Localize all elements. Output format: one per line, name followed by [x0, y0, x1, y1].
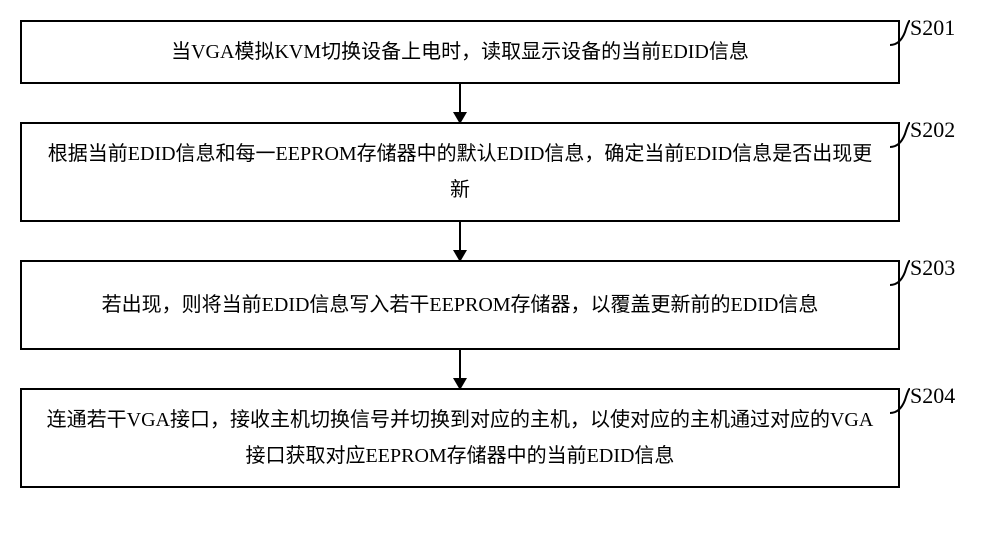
connector-curve-icon — [890, 122, 910, 152]
step-box-3: 若出现，则将当前EDID信息写入若干EEPROM存储器，以覆盖更新前的EDID信… — [20, 260, 900, 350]
step-label-container-2: S202 — [910, 122, 980, 148]
step-label-container-3: S203 — [910, 260, 980, 286]
arrow-down-icon — [459, 222, 461, 260]
step-box-2: 根据当前EDID信息和每一EEPROM存储器中的默认EDID信息，确定当前EDI… — [20, 122, 900, 222]
arrow-container-1 — [20, 84, 980, 122]
arrow-down-icon — [459, 84, 461, 122]
step-label-2: S202 — [910, 117, 955, 143]
arrow-container-2 — [20, 222, 980, 260]
step-label-4: S204 — [910, 383, 955, 409]
step-row-2: 根据当前EDID信息和每一EEPROM存储器中的默认EDID信息，确定当前EDI… — [20, 122, 980, 222]
step-box-4: 连通若干VGA接口，接收主机切换信号并切换到对应的主机，以使对应的主机通过对应的… — [20, 388, 900, 488]
step-box-1: 当VGA模拟KVM切换设备上电时，读取显示设备的当前EDID信息 — [20, 20, 900, 84]
step-text-2: 根据当前EDID信息和每一EEPROM存储器中的默认EDID信息，确定当前EDI… — [42, 136, 878, 208]
step-label-container-1: S201 — [910, 20, 980, 46]
step-label-1: S201 — [910, 15, 955, 41]
step-row-1: 当VGA模拟KVM切换设备上电时，读取显示设备的当前EDID信息 S201 — [20, 20, 980, 84]
flowchart-container: 当VGA模拟KVM切换设备上电时，读取显示设备的当前EDID信息 S201 根据… — [20, 20, 980, 488]
arrow-down-icon — [459, 350, 461, 388]
step-text-3: 若出现，则将当前EDID信息写入若干EEPROM存储器，以覆盖更新前的EDID信… — [102, 287, 819, 323]
step-row-3: 若出现，则将当前EDID信息写入若干EEPROM存储器，以覆盖更新前的EDID信… — [20, 260, 980, 350]
step-text-4: 连通若干VGA接口，接收主机切换信号并切换到对应的主机，以使对应的主机通过对应的… — [42, 402, 878, 474]
connector-curve-icon — [890, 20, 910, 50]
step-text-1: 当VGA模拟KVM切换设备上电时，读取显示设备的当前EDID信息 — [171, 34, 749, 70]
connector-curve-icon — [890, 388, 910, 418]
step-label-container-4: S204 — [910, 388, 980, 414]
connector-curve-icon — [890, 260, 910, 290]
step-row-4: 连通若干VGA接口，接收主机切换信号并切换到对应的主机，以使对应的主机通过对应的… — [20, 388, 980, 488]
step-label-3: S203 — [910, 255, 955, 281]
arrow-container-3 — [20, 350, 980, 388]
